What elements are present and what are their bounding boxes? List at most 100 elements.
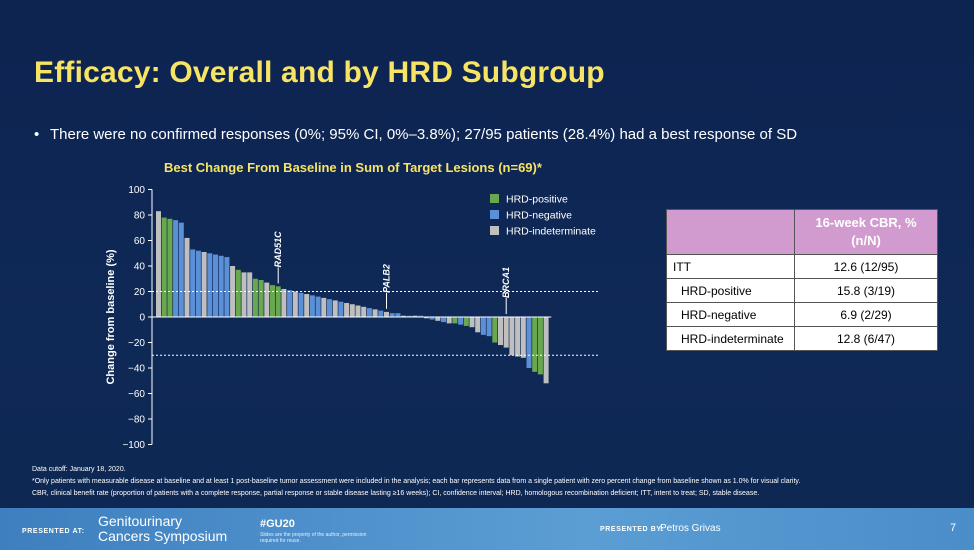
annotation-label: PALB2 [382,264,392,293]
bar [252,278,258,317]
bar [446,317,452,324]
legend-label: HRD-positive [506,194,568,206]
row-value: 15.8 (3/19) [794,278,938,303]
bar [537,317,543,375]
bar [401,315,407,317]
row-value: 12.8 (6/47) [794,326,938,351]
y-tick-label: −100 [122,440,145,451]
bar [292,291,298,317]
logo-line-1: Genitourinary [98,513,183,529]
row-label: HRD-positive [666,278,795,303]
hashtag: #GU20 [260,518,295,530]
bar [247,272,253,317]
row-label: ITT [666,254,795,279]
bar [486,317,492,337]
y-tick-label: −20 [128,338,145,349]
bar [207,253,213,317]
bar [304,294,310,317]
bar [361,306,367,317]
bar [184,237,190,317]
bar [503,317,509,348]
bar [509,317,515,356]
bar [532,317,538,372]
footnote-1: *Only patients with measurable disease a… [32,478,801,485]
bar [327,299,332,317]
bar [435,317,441,321]
bar [258,280,264,317]
bar [441,317,446,323]
bar [429,317,435,320]
legend-swatch [490,210,499,219]
footnote-cutoff: Data cutoff: January 18, 2020. [32,466,126,473]
bar [315,296,321,317]
hashtag-note: Slides are the property of the author, p… [260,532,367,544]
bar [241,272,247,317]
presented-by-label: PRESENTED BY: [600,526,665,533]
bar [372,309,378,317]
bar [480,317,486,335]
slide-title: Efficacy: Overall and by HRD Subgroup [34,56,605,89]
bar [349,304,355,317]
bar [338,301,344,317]
y-tick-label: −40 [128,364,145,375]
bar [378,310,384,317]
bar [167,218,173,317]
cbr-table: 16-week CBR, % (n/N) ITT 12.6 (12/95) HRD… [666,209,938,351]
symposium-logo: Genitourinary Cancers Symposium [98,514,227,544]
bar [423,317,429,319]
y-tick-label: 100 [128,185,145,196]
footnote-2: CBR, clinical benefit rate (proportion o… [32,490,760,497]
bar [344,302,350,317]
bar [332,300,338,317]
bullet-point: • There were no confirmed responses (0%; … [34,126,797,143]
presented-at-label: PRESENTED AT: [22,528,85,535]
logo-line-2: Cancers Symposium [98,528,228,544]
bar [270,285,275,317]
bar [389,313,395,317]
bar [412,315,418,317]
bar [395,313,401,317]
bar [298,292,304,317]
table-row: ITT 12.6 (12/95) [666,254,938,279]
legend-swatch [490,194,499,203]
bar [235,269,241,317]
cbr-table-header-blank [666,209,795,255]
presenter-name: Petros Grivas [660,523,721,534]
y-tick-label: 20 [134,287,146,298]
y-tick-label: 0 [139,313,145,324]
y-tick-label: −60 [128,389,145,400]
bar [452,317,458,324]
chart-title: Best Change From Baseline in Sum of Targ… [164,160,542,175]
legend-label: HRD-negative [506,210,572,222]
bar [418,315,424,317]
bar [309,295,315,317]
bar [406,315,412,317]
bar [201,251,207,317]
bar [469,317,475,328]
bar [498,317,503,346]
bar [161,217,167,317]
bar [543,317,549,384]
cbr-header-line1: 16-week CBR, % [815,215,917,230]
legend-label: HRD-indeterminate [506,226,596,238]
table-row: HRD-positive 15.8 (3/19) [666,278,938,303]
legend-swatch [490,226,499,235]
annotation-label: BRCA1 [501,267,511,298]
bar [287,290,293,317]
table-row: HRD-negative 6.9 (2/29) [666,302,938,327]
y-tick-label: 60 [134,236,146,247]
bar [213,254,218,317]
cbr-table-header-row: 16-week CBR, % (n/N) [666,209,938,255]
bar [173,220,179,317]
bar [475,317,481,333]
bar [195,250,201,317]
bar [463,317,469,326]
cbr-header-line2: (n/N) [851,233,881,248]
row-value: 6.9 (2/29) [794,302,938,327]
bar [218,255,224,317]
bar [384,311,389,317]
bar [264,282,270,317]
y-tick-label: 40 [134,262,146,273]
